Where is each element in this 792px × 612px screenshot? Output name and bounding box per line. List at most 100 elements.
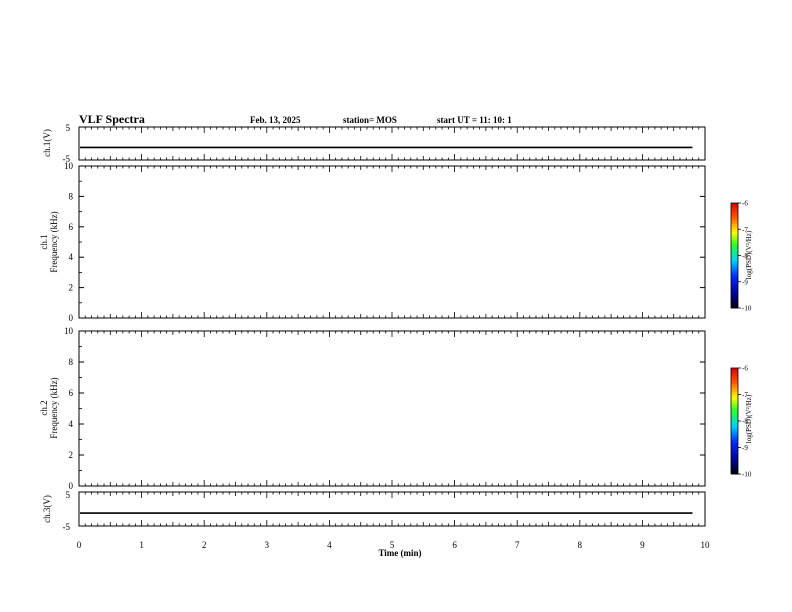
colorbar-segment [731, 466, 738, 470]
colorbar-segment [731, 468, 738, 472]
colorbar-tick-label: -9 [742, 444, 748, 452]
spectrogram-ytick-label: 8 [69, 191, 74, 201]
colorbar-tick-label: -10 [742, 305, 752, 313]
colorbar-segment [731, 471, 738, 475]
colorbar-segment [731, 218, 738, 222]
time-tick-label: 6 [452, 540, 457, 550]
time-tick-label: 4 [327, 540, 332, 550]
colorbar-segment [731, 381, 738, 385]
colorbar-segment [731, 428, 738, 433]
colorbar-tick-label: -9 [742, 278, 748, 286]
colorbar-segment [731, 413, 738, 417]
colorbar-segment [731, 436, 738, 441]
time-tick-label: 5 [390, 540, 395, 550]
spectrogram-ytick-label: 4 [69, 252, 74, 262]
colorbar-segment [731, 383, 738, 388]
colorbar-segment [731, 399, 738, 403]
colorbar-segment [731, 442, 738, 446]
ch2-spectrogram-frame [78, 330, 706, 487]
colorbar-segment [731, 213, 738, 217]
ch1-spectrogram-frame [78, 165, 706, 319]
figure-title: VLF Spectra [79, 112, 145, 126]
spectrogram-ytick-label: 2 [69, 283, 74, 293]
colorbar-segment [731, 252, 738, 256]
colorbar-segment [731, 224, 738, 228]
station-label: station= MOS [343, 115, 397, 125]
colorbar-segment [731, 426, 738, 430]
colorbar-segment [731, 216, 738, 220]
colorbar-segment [731, 373, 738, 377]
colorbar-segment [731, 375, 738, 380]
colorbar-segment [731, 234, 738, 238]
time-tick-label: 7 [515, 540, 520, 550]
time-tick-label: 8 [578, 540, 583, 550]
colorbar-segment [731, 407, 738, 411]
colorbar-segment [731, 239, 738, 243]
spectrogram-ytick-label: 4 [69, 419, 74, 429]
colorbar-segment [731, 405, 738, 409]
ch3-waveform-panel: 5 -5 ch.3(V) [42, 490, 706, 532]
colorbar-segment [731, 397, 738, 401]
time-tick-label: 2 [202, 540, 207, 550]
colorbar-segment [731, 289, 738, 293]
colorbar-segment [731, 266, 738, 270]
time-tick-label: 1 [139, 540, 144, 550]
colorbar-segment [731, 279, 738, 283]
colorbar-segment [731, 255, 738, 259]
colorbar-segment [731, 205, 738, 209]
ch1-ytick-top: 5 [66, 123, 71, 133]
colorbar-segment [731, 378, 738, 382]
colorbar-segment [731, 455, 738, 459]
colorbar-tick-label: -6 [742, 365, 748, 373]
time-axis: 0 1 2 3 4 5 6 7 8 9 10 [77, 540, 710, 550]
colorbar-tick-label: -7 [742, 226, 748, 234]
colorbar-segment [731, 221, 738, 225]
ch1-waveform-ylabel: ch.1(V) [42, 129, 52, 157]
colorbar-segment [731, 394, 738, 398]
colorbar-segment [731, 281, 738, 285]
colorbar-segment [731, 292, 738, 296]
colorbar-segment [731, 226, 738, 230]
colorbar-segment [731, 458, 738, 462]
ch3-waveform-ylabel: ch.3(V) [42, 495, 52, 523]
colorbar-segment [731, 237, 738, 241]
colorbar-segment [731, 268, 738, 272]
colorbar-segment [731, 410, 738, 414]
colorbar-segment [731, 439, 738, 443]
colorbar-tick-label: -6 [742, 200, 748, 208]
ch2-spectrogram-channel-label: ch.2 [39, 400, 49, 415]
time-tick-label: 3 [265, 540, 270, 550]
colorbar-segment [731, 423, 738, 427]
colorbar-segment [731, 242, 738, 246]
colorbar-segment [731, 450, 738, 454]
colorbar-segment [731, 294, 738, 298]
colorbar-segment [731, 263, 738, 267]
colorbar-segment [731, 370, 738, 374]
colorbar-segment [731, 287, 738, 291]
colorbar-segment [731, 247, 738, 251]
date-label: Feb. 13, 2025 [250, 115, 301, 125]
ch1-ytick-bottom: -5 [63, 154, 71, 164]
colorbar-segment [731, 460, 738, 464]
ch3-ytick-top: 5 [66, 490, 71, 500]
colorbar-segment [731, 300, 738, 304]
colorbar-segment [731, 368, 738, 372]
colorbar-segment [731, 434, 738, 438]
spectrogram-ytick-label: 6 [69, 222, 74, 232]
colorbar-segment [731, 297, 738, 301]
colorbar-segment [731, 302, 738, 306]
colorbar-segment [731, 444, 738, 448]
colorbar-segment [731, 421, 738, 425]
ch2-colorbar-label: log(PSD)(V²/Hz) [745, 394, 753, 443]
colorbar-segment [731, 391, 738, 395]
time-tick-label: 0 [77, 540, 82, 550]
colorbar-segment [731, 245, 738, 249]
time-axis-label: Time (min) [378, 548, 421, 558]
spectrogram-ytick-label: 8 [69, 357, 74, 367]
ch3-ytick-bottom: -5 [63, 522, 71, 532]
spectrogram-ytick-label: 0 [69, 481, 74, 491]
ch2-spectrogram-ylabel: Frequency (kHz) [49, 377, 59, 438]
ch2-spectrogram-panel: ch.2 Frequency (kHz) 0 2 4 6 8 10 [39, 326, 706, 491]
colorbar-tick-label: -8 [742, 252, 748, 260]
